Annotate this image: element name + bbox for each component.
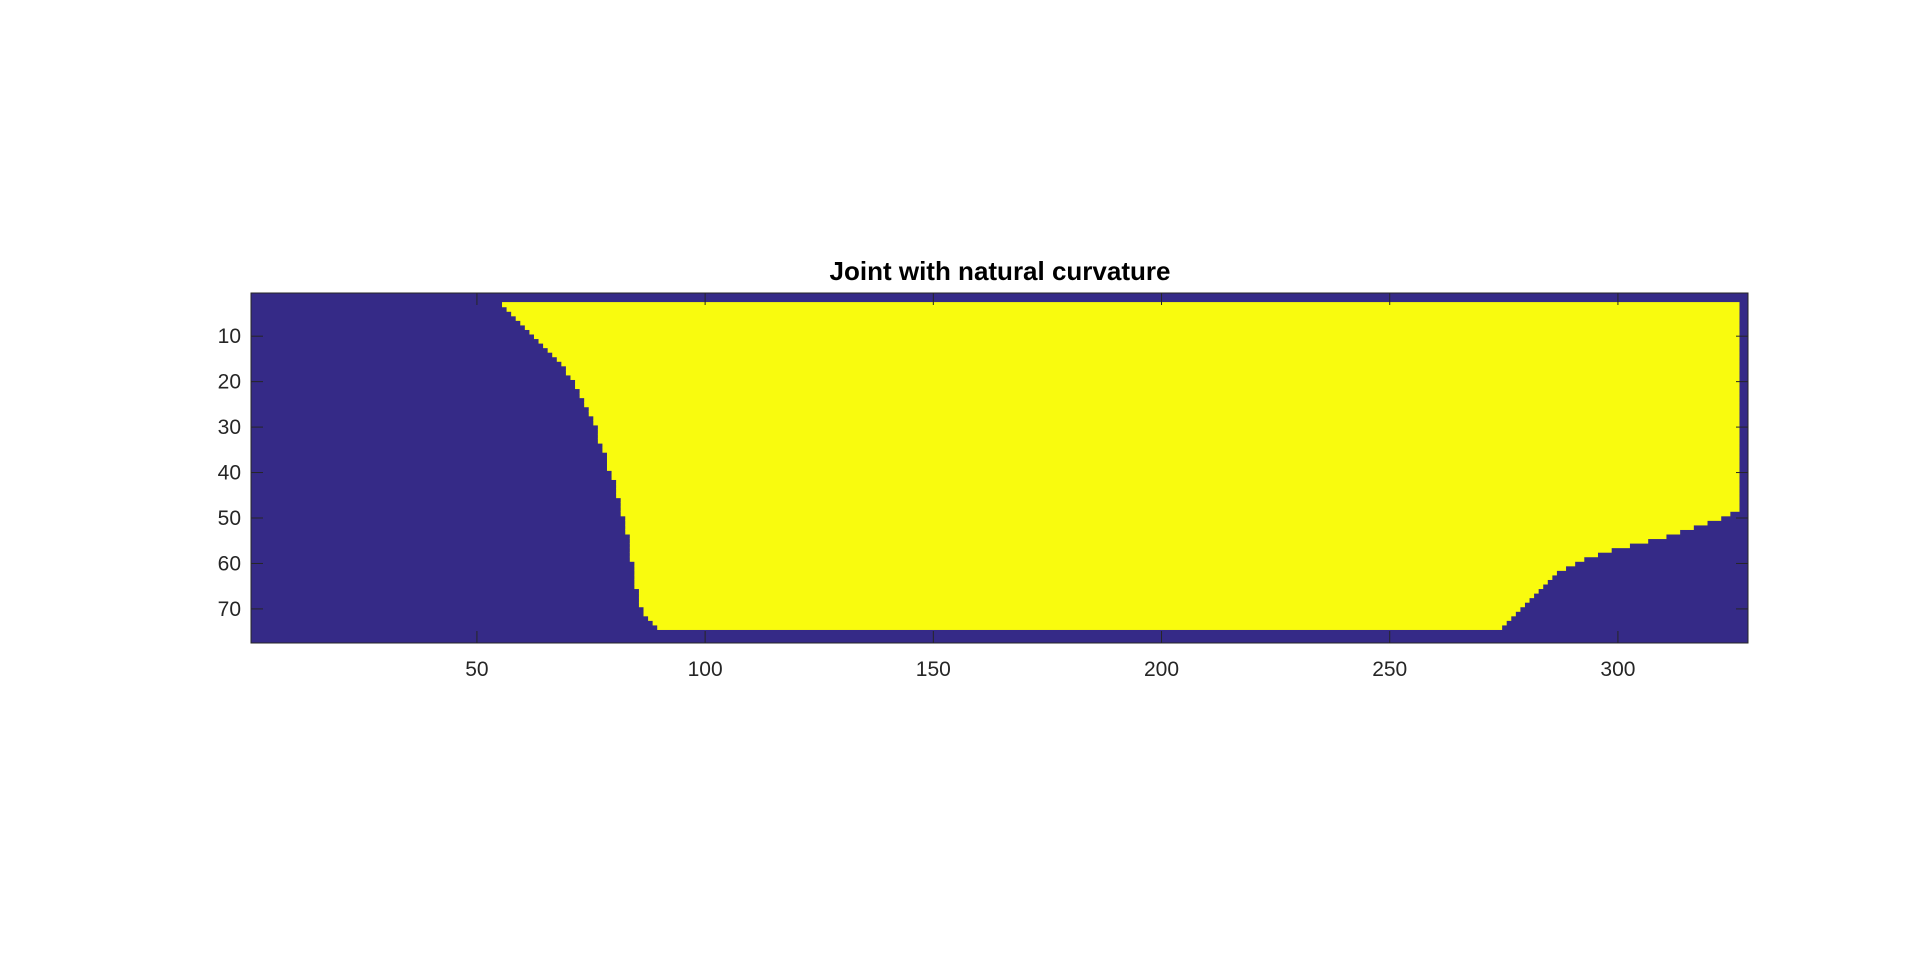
foreground-row (520, 320, 1740, 326)
foreground-row (597, 433, 1740, 440)
x-tick-label: 300 (1600, 658, 1635, 681)
foreground-row (616, 479, 1740, 485)
foreground-row (638, 588, 1539, 594)
foreground-row (625, 524, 1694, 530)
foreground-row (606, 452, 1740, 458)
foreground-row (515, 315, 1740, 321)
x-tick-label: 50 (465, 658, 488, 681)
foreground-row (616, 493, 1740, 499)
foreground-row (593, 415, 1740, 421)
foreground-row (533, 333, 1740, 340)
foreground-row (611, 474, 1740, 480)
foreground-row (638, 593, 1535, 599)
foreground-row (584, 402, 1740, 408)
foreground-row (616, 488, 1740, 494)
foreground-row (588, 411, 1740, 417)
y-tick-label: 20 (218, 371, 241, 394)
foreground-row (529, 329, 1740, 335)
foreground-row (634, 561, 1576, 567)
foreground-row (629, 556, 1585, 562)
foreground-row (620, 502, 1740, 508)
foreground-row (606, 456, 1740, 462)
x-axis: 50 100 150 200 250 300 (465, 293, 1635, 681)
foreground-row (602, 447, 1740, 453)
foreground-row (643, 611, 1516, 617)
foreground-row (634, 565, 1567, 571)
foreground-row (629, 547, 1612, 553)
chart-title: Joint with natural curvature (830, 256, 1171, 286)
foreground-row (620, 506, 1740, 512)
foreground-row (575, 383, 1740, 390)
foreground-row (575, 379, 1740, 385)
y-tick-label: 60 (218, 552, 241, 575)
foreground-region (502, 302, 1740, 630)
foreground-row (565, 365, 1740, 371)
foreground-row (597, 429, 1740, 435)
plot-area (250, 292, 1749, 644)
foreground-row (625, 515, 1722, 521)
foreground-row (602, 443, 1740, 449)
foreground-row (648, 615, 1512, 621)
foreground-row (579, 388, 1740, 394)
foreground-row (629, 543, 1630, 549)
foreground-row (588, 406, 1740, 412)
foreground-row (634, 574, 1553, 580)
foreground-row (652, 620, 1507, 626)
foreground-row (506, 306, 1740, 312)
foreground-row (625, 529, 1681, 535)
foreground-row (561, 361, 1740, 367)
foreground-row (565, 370, 1740, 376)
y-tick-label: 40 (218, 462, 241, 485)
foreground-row (643, 606, 1521, 612)
foreground-row (638, 597, 1530, 603)
foreground-row (629, 552, 1598, 558)
foreground-row (606, 465, 1740, 471)
foreground-row (638, 602, 1525, 608)
foreground-row (502, 302, 1740, 308)
foreground-row (597, 424, 1740, 430)
foreground-row (584, 397, 1740, 403)
foreground-row (634, 583, 1544, 590)
foreground-row (620, 511, 1731, 517)
foreground-row (634, 570, 1557, 576)
foreground-row (524, 324, 1740, 330)
x-tick-label: 250 (1372, 658, 1407, 681)
foreground-row (616, 483, 1740, 490)
foreground-row (556, 356, 1740, 362)
foreground-row (620, 497, 1740, 503)
foreground-row (606, 461, 1740, 467)
foreground-row (593, 420, 1740, 426)
foreground-row (629, 538, 1649, 544)
foreground-row (629, 533, 1667, 540)
x-tick-label: 200 (1144, 658, 1179, 681)
foreground-row (543, 343, 1740, 349)
y-tick-label: 10 (218, 325, 241, 348)
y-tick-label: 70 (218, 598, 241, 621)
foreground-row (547, 347, 1740, 353)
foreground-row (552, 352, 1740, 358)
foreground-row (570, 374, 1740, 380)
foreground-row (657, 624, 1503, 630)
foreground-row (625, 520, 1708, 526)
x-tick-label: 100 (688, 658, 723, 681)
foreground-row (579, 393, 1740, 399)
x-tick-label: 150 (916, 658, 951, 681)
y-axis: 10 20 30 40 50 60 70 (218, 325, 1748, 621)
foreground-row (511, 311, 1740, 317)
foreground-row (597, 438, 1740, 444)
axes-box (250, 292, 1749, 644)
foreground-row (611, 470, 1740, 476)
foreground-row (538, 338, 1740, 344)
y-tick-label: 50 (218, 507, 241, 530)
foreground-row (634, 579, 1548, 585)
y-tick-label: 30 (218, 416, 241, 439)
